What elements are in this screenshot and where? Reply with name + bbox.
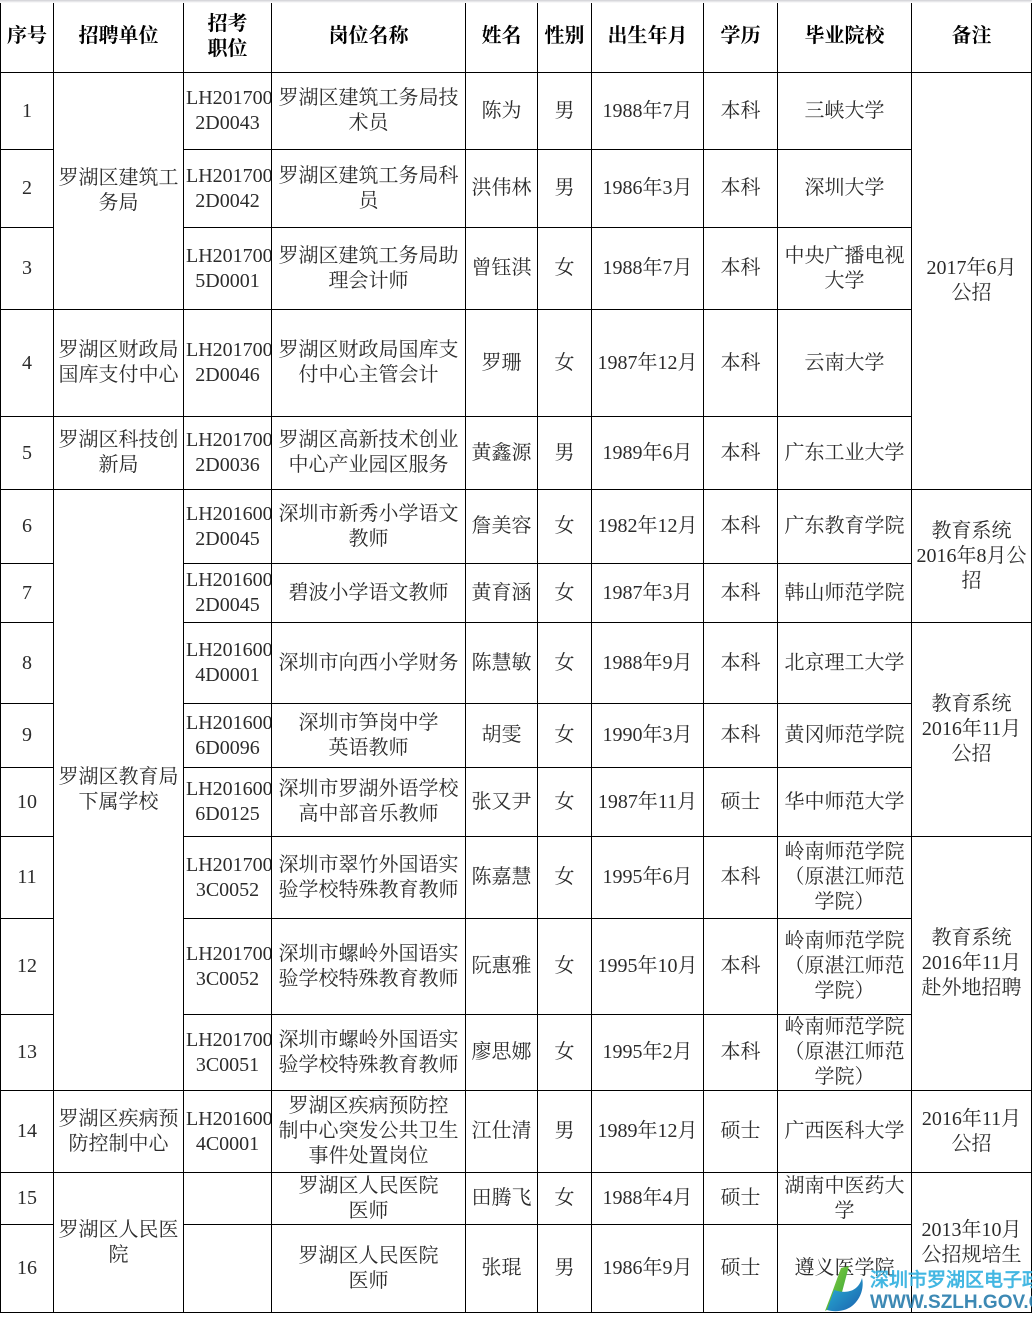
svg-text:WWW.SZLH.GOV.CN: WWW.SZLH.GOV.CN [870,1292,1032,1313]
svg-text:深圳市罗湖区电子政务网: 深圳市罗湖区电子政务网 [870,1268,1032,1291]
